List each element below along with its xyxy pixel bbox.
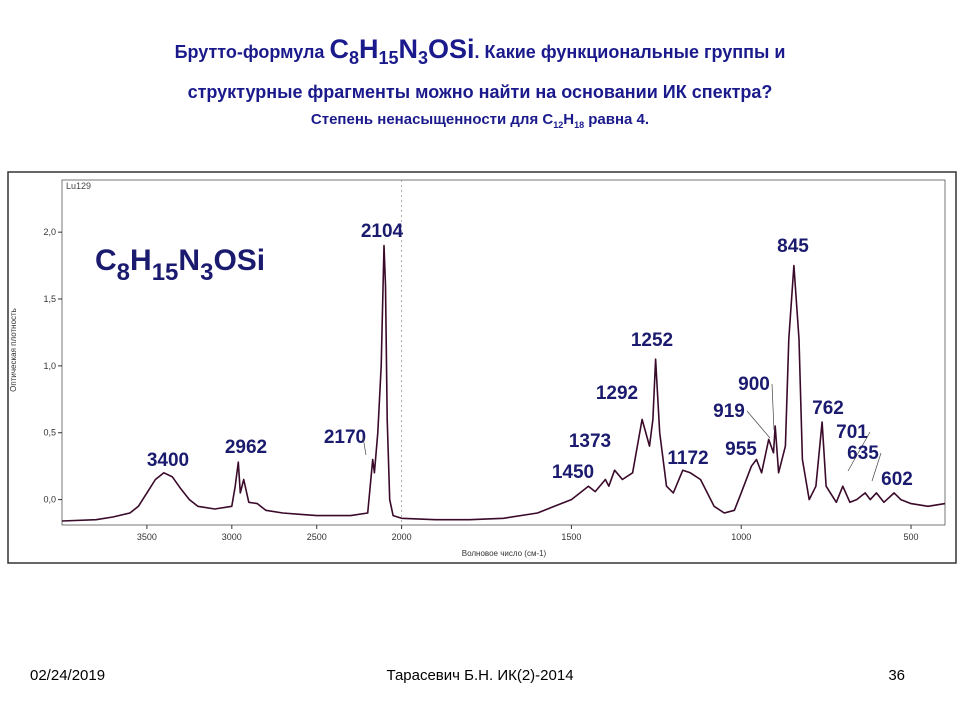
peak-label: 1252 bbox=[631, 330, 673, 351]
formula: 3 bbox=[418, 48, 428, 68]
slide-note: Степень ненасыщенности для C12H18 равна … bbox=[311, 111, 649, 130]
formula: H bbox=[359, 34, 379, 64]
title-text: . Какие функциональные группы и bbox=[475, 42, 786, 62]
formula: 8 bbox=[349, 48, 359, 68]
peak-leader bbox=[771, 383, 775, 431]
title-text: Брутто-формула bbox=[175, 42, 330, 62]
note-text: Степень ненасыщенности для bbox=[311, 111, 542, 128]
peak-label: 602 bbox=[881, 469, 913, 490]
formula: 15 bbox=[378, 48, 398, 68]
sample-label: Lu129 bbox=[66, 181, 91, 191]
spectrum-line bbox=[61, 244, 946, 522]
plot-area bbox=[61, 179, 946, 526]
peak-label: 2170 bbox=[324, 427, 366, 448]
formula: N bbox=[178, 244, 200, 277]
y-tick-label: 0,0 bbox=[43, 495, 56, 505]
peak-label: 845 bbox=[777, 236, 809, 257]
peak-label: 635 bbox=[847, 443, 879, 464]
formula: 3 bbox=[200, 259, 213, 286]
slide-subtitle: структурные фрагменты можно найти на осн… bbox=[188, 82, 773, 102]
formula: 12 bbox=[553, 120, 563, 130]
peak-leader bbox=[871, 452, 882, 482]
peak-label: 1450 bbox=[552, 462, 594, 483]
chart-formula: C8H15N3OSi bbox=[95, 244, 265, 286]
x-axis-label: Волновое число (см-1) bbox=[462, 549, 547, 558]
formula: C bbox=[329, 34, 349, 64]
peak-label: 1373 bbox=[569, 431, 611, 452]
chart-frame bbox=[7, 171, 957, 564]
formula: OSi bbox=[213, 244, 265, 277]
peak-label: 1172 bbox=[667, 448, 708, 469]
x-tick-label: 3500 bbox=[137, 532, 157, 542]
x-tick-label: 3000 bbox=[222, 532, 242, 542]
peak-label: 2104 bbox=[361, 221, 404, 242]
x-tick-label: 1000 bbox=[731, 532, 751, 542]
y-tick-label: 1,0 bbox=[43, 361, 56, 371]
footer-date: 02/24/2019 bbox=[30, 667, 105, 684]
peak-label: 2962 bbox=[225, 437, 267, 458]
y-tick-label: 1,5 bbox=[43, 294, 56, 304]
slide-title: Брутто-формула C8H15N3OSi. Какие функцио… bbox=[175, 34, 786, 68]
peak-label: 919 bbox=[713, 401, 745, 422]
peak-leader bbox=[847, 431, 871, 472]
peak-label: 1292 bbox=[596, 383, 638, 404]
formula: OSi bbox=[428, 34, 475, 64]
y-tick-label: 2,0 bbox=[43, 227, 56, 237]
peak-label: 900 bbox=[738, 374, 770, 395]
x-tick-label: 500 bbox=[904, 532, 919, 542]
note-text: равна 4. bbox=[584, 111, 649, 128]
y-axis-label: Оптическая плотность bbox=[9, 308, 18, 392]
peak-label: 701 bbox=[836, 422, 868, 443]
formula: H bbox=[563, 111, 574, 128]
formula: C bbox=[95, 244, 117, 277]
footer-page: 36 bbox=[888, 667, 905, 684]
x-tick-label: 1500 bbox=[561, 532, 581, 542]
peak-leader bbox=[362, 436, 367, 456]
peak-leader bbox=[746, 410, 771, 439]
formula: H bbox=[130, 244, 152, 277]
x-tick-label: 2000 bbox=[392, 532, 412, 542]
formula: C bbox=[542, 111, 553, 128]
y-tick-label: 0,5 bbox=[43, 428, 56, 438]
peak-label: 3400 bbox=[147, 450, 189, 471]
peak-label: 762 bbox=[812, 398, 844, 419]
formula: N bbox=[398, 34, 418, 64]
formula: 18 bbox=[574, 120, 584, 130]
formula: 8 bbox=[117, 259, 130, 286]
x-tick-label: 2500 bbox=[307, 532, 327, 542]
peak-label: 955 bbox=[725, 439, 757, 460]
footer-author: Тарасевич Б.Н. ИК(2)-2014 bbox=[386, 667, 573, 684]
formula: 15 bbox=[152, 259, 179, 286]
